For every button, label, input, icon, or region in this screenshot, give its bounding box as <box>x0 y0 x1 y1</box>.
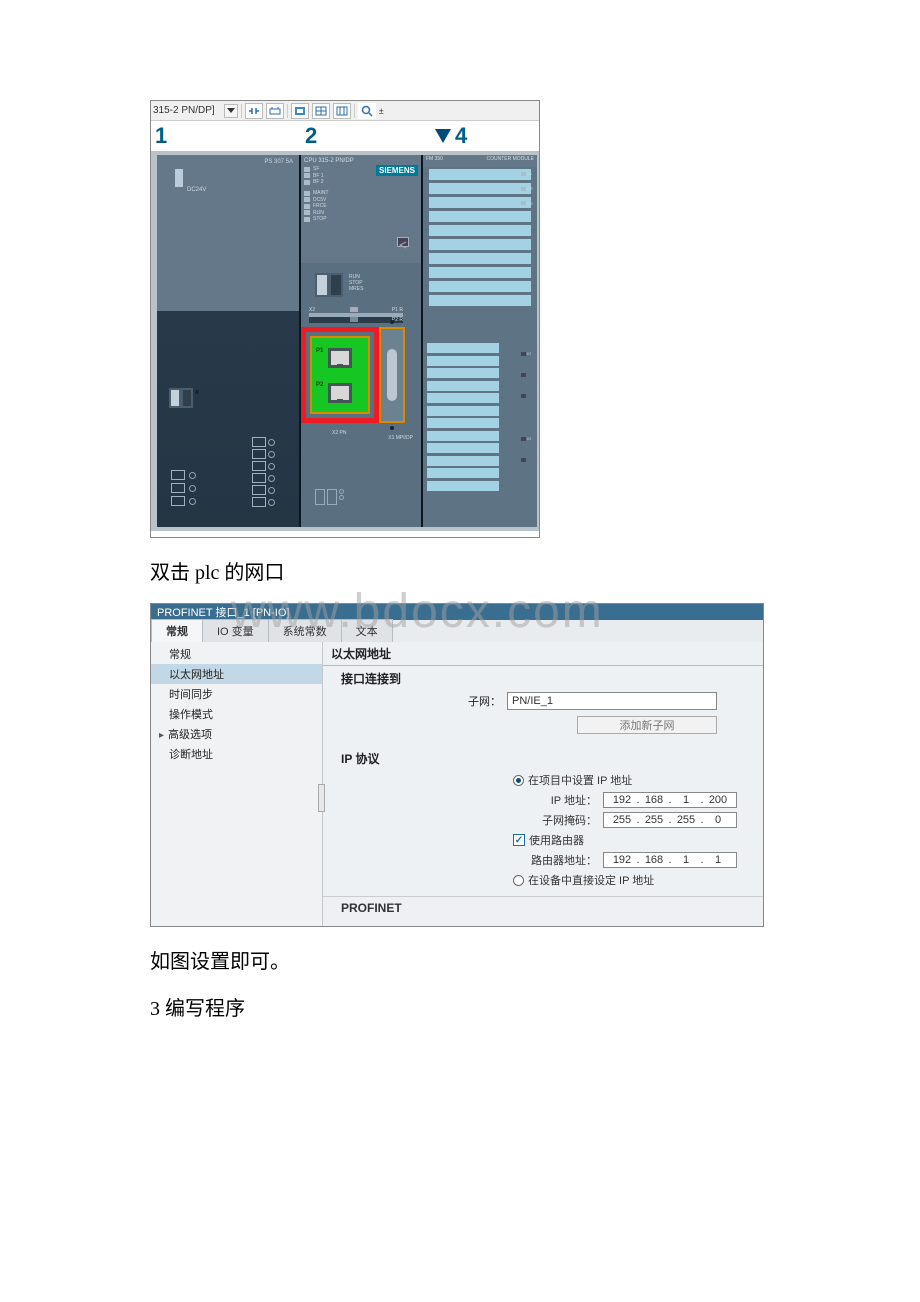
siemens-badge: SIEMENS <box>376 165 418 176</box>
radio-set-in-project[interactable] <box>513 775 524 786</box>
use-router-label: 使用路由器 <box>529 832 584 848</box>
router-address-label: 路由器地址： <box>323 852 603 868</box>
dropdown-icon[interactable] <box>224 104 238 118</box>
fm-right-terminals: IO IO <box>521 343 535 513</box>
plc-device-view: 315-2 PN/DP] ± 1 2 4 PS 307 5A DC24V <box>150 100 540 538</box>
ps-connectors-2 <box>252 437 298 509</box>
device-toolbar: 315-2 PN/DP] ± <box>151 101 539 121</box>
fm-io-bars-top <box>423 167 537 339</box>
radio-set-in-device-label: 在设备中直接设定 IP 地址 <box>528 872 654 888</box>
section-profinet: PROFINET <box>323 896 763 919</box>
use-router-checkbox[interactable]: ✓ <box>513 834 525 846</box>
ps-module[interactable]: PS 307 5A DC24V <box>157 155 301 527</box>
subnet-label: 子网： <box>323 693 507 709</box>
toolbar-icon-5[interactable] <box>333 103 351 119</box>
instruction-1: 双击 plc 的网口 <box>150 556 770 585</box>
section-eth-addr: 以太网地址 <box>323 642 763 666</box>
ps-switch <box>169 388 199 411</box>
slot-num-1: 1 <box>151 123 305 149</box>
cpu-x2-strip: X2P1 R X2P2 R <box>309 307 403 323</box>
subnet-mask-input[interactable]: 255. 255. 255. 0 <box>603 812 737 828</box>
section-connect-to: 接口连接到 <box>323 666 763 690</box>
port-p1-label: P1 <box>316 348 323 354</box>
nav-diag-addr[interactable]: 诊断地址 <box>151 744 322 764</box>
settings-nav: 常规 以太网地址 时间同步 操作模式 高级选项 诊断地址 <box>151 642 323 926</box>
fm-sub: COUNTER MODULE <box>486 156 534 166</box>
radio-set-in-device[interactable] <box>513 875 524 886</box>
cpu-run-switch: RUN STOP MRES <box>315 273 343 300</box>
section-ip-protocol: IP 协议 <box>323 746 763 770</box>
ethernet-port-highlight[interactable]: P1 P2 X2 PN <box>301 327 379 423</box>
slot-header: 1 2 4 <box>151 121 539 151</box>
tab-texts[interactable]: 文本 <box>341 619 393 642</box>
fm-title: FM 350 <box>426 156 443 166</box>
x1-label: X1 MPI/DP <box>388 435 413 441</box>
triangle-down-icon <box>435 129 451 143</box>
cpu-mode-switch-icon <box>397 237 409 247</box>
cpu-card-slot <box>315 489 344 505</box>
instruction-3: 3 编写程序 <box>150 992 770 1021</box>
router-address-input[interactable]: 192. 168. 1. 1 <box>603 852 737 868</box>
fm-right-leds: SF CR DR <box>521 167 535 327</box>
instruction-2: 如图设置即可。 <box>150 945 770 974</box>
nav-adv-opt[interactable]: 高级选项 <box>151 724 322 744</box>
nav-op-mode[interactable]: 操作模式 <box>151 704 322 724</box>
subnet-select[interactable]: PN/IE_1 <box>507 692 717 710</box>
cpu-module[interactable]: CPU 315-2 PN/DP SIEMENS SF BF 1 BF 2 MAI… <box>301 155 423 527</box>
subnet-mask-label: 子网掩码： <box>323 812 603 828</box>
tab-io-vars[interactable]: IO 变量 <box>202 619 269 642</box>
fm-io-bars-bottom <box>427 343 499 513</box>
settings-content: 以太网地址 接口连接到 子网： PN/IE_1 添加新子网 IP 协议 在项目中… <box>323 642 763 926</box>
nav-eth-addr[interactable]: 以太网地址 <box>151 664 322 684</box>
zoom-icon[interactable] <box>358 103 376 119</box>
radio-set-in-project-label: 在项目中设置 IP 地址 <box>528 772 632 788</box>
ps-connectors <box>171 470 261 509</box>
nav-time-sync[interactable]: 时间同步 <box>151 684 322 704</box>
rj45-port-1[interactable] <box>328 348 352 368</box>
profinet-settings-panel: www.bdocx.com PROFINET 接口_1 [PN-IO] 常规 I… <box>150 603 764 927</box>
device-title: 315-2 PN/DP] <box>153 105 215 116</box>
fm-module[interactable]: FM 350 COUNTER MODULE SF CR DR <box>423 155 537 527</box>
toolbar-icon-3[interactable] <box>291 103 309 119</box>
slot-num-4: 4 <box>435 123 467 149</box>
ps-dc24v: DC24V <box>187 187 206 193</box>
ip-address-input[interactable]: 192. 168. 1. 200 <box>603 792 737 808</box>
toolbar-icon-1[interactable] <box>245 103 263 119</box>
port-p2-label: P2 <box>316 382 323 388</box>
rj45-port-2[interactable] <box>328 383 352 403</box>
plc-rack: PS 307 5A DC24V <box>157 155 537 527</box>
panel-tabs: 常规 IO 变量 系统常数 文本 <box>151 620 763 642</box>
slot-num-2: 2 <box>305 123 435 149</box>
nav-general[interactable]: 常规 <box>151 644 322 664</box>
zoom-pm-icon[interactable]: ± <box>379 106 384 116</box>
cpu-serial-port[interactable] <box>379 327 405 423</box>
tab-general[interactable]: 常规 <box>151 619 203 642</box>
ps-label: PS 307 5A <box>264 159 293 165</box>
toolbar-icon-4[interactable] <box>312 103 330 119</box>
toolbar-icon-2[interactable] <box>266 103 284 119</box>
tab-sys-const[interactable]: 系统常数 <box>268 619 342 642</box>
ps-led-bar <box>175 169 183 187</box>
cpu-label: CPU 315-2 PN/DP <box>304 158 418 164</box>
x2pn-label: X2 PN <box>332 430 346 436</box>
panel-title: PROFINET 接口_1 [PN-IO] <box>151 604 763 620</box>
ip-address-label: IP 地址： <box>323 792 603 808</box>
add-subnet-button[interactable]: 添加新子网 <box>577 716 717 734</box>
device-rack-area: 1 2 4 PS 307 5A DC24V <box>151 121 539 531</box>
